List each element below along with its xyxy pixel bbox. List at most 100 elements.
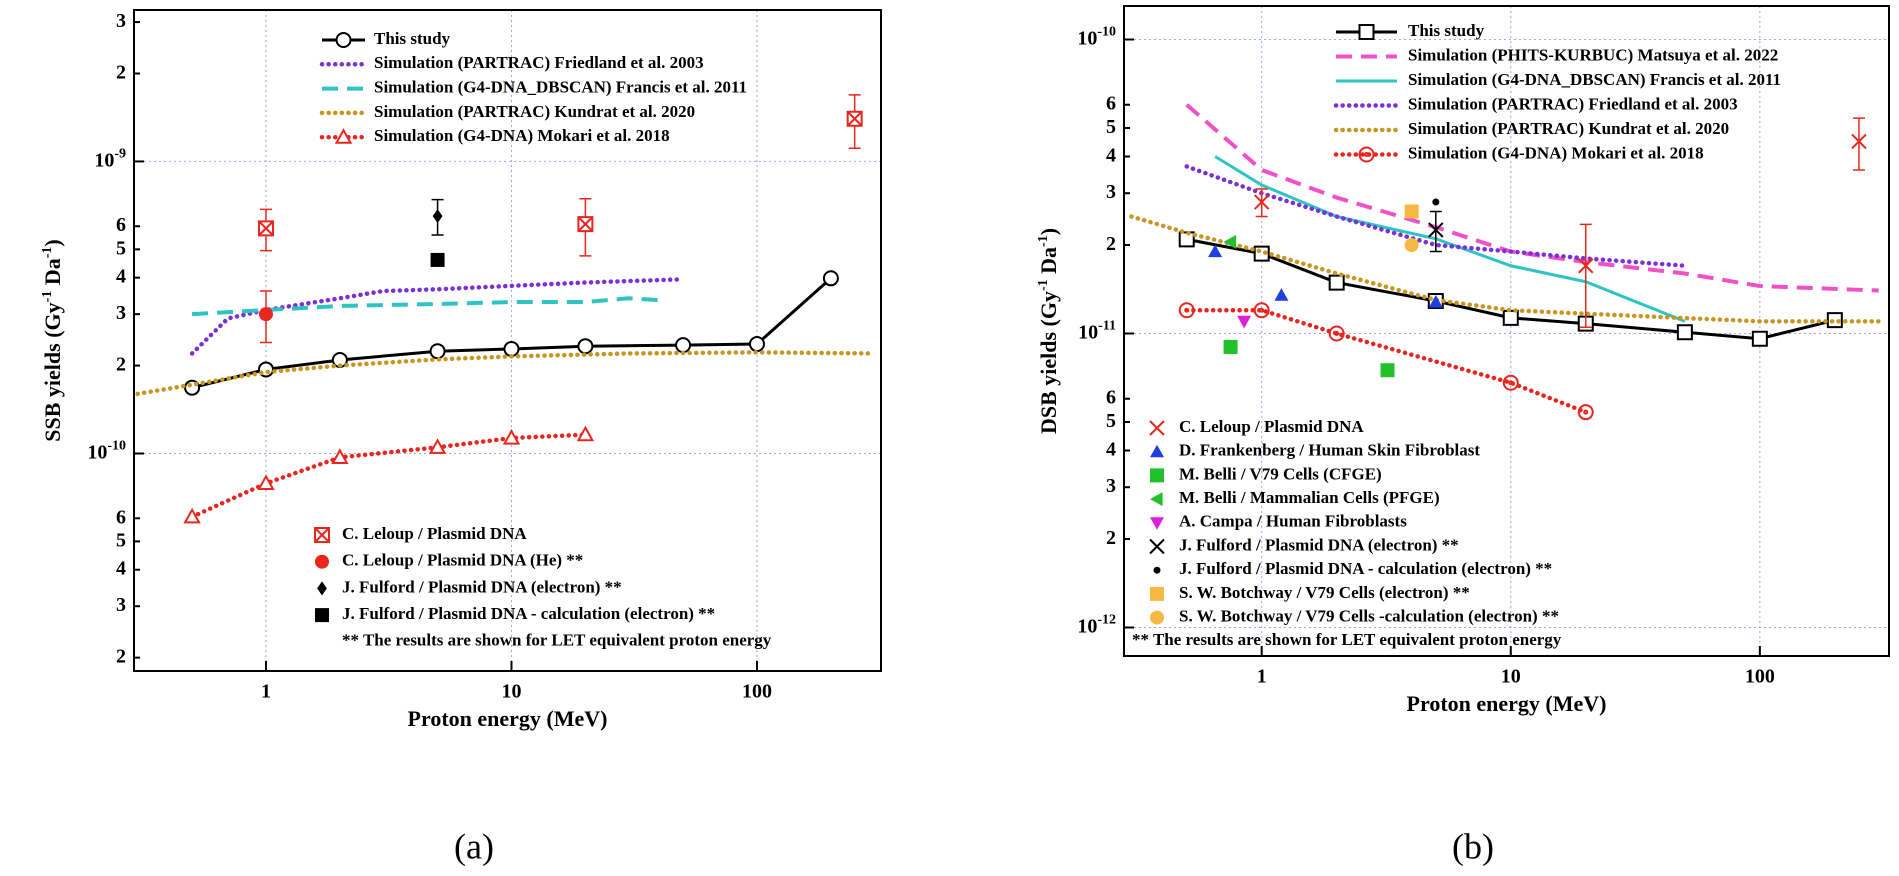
- legend-label: S. W. Botchway / V79 Cells -calculation …: [1179, 607, 1559, 626]
- series-line: [1129, 214, 1881, 324]
- tick-base: 3: [116, 10, 126, 32]
- legend-label: Simulation (G4-DNA) Mokari et al. 2018: [374, 126, 670, 145]
- marker: [1578, 258, 1594, 274]
- y-axis-label-part: Da: [1036, 247, 1061, 279]
- y-tick-label: 5: [1106, 116, 1116, 138]
- y-tick-label: 4: [1106, 438, 1116, 460]
- legend-label: Simulation (PARTRAC) Kundrat et al. 2020: [1408, 119, 1729, 138]
- marker: [1432, 198, 1440, 206]
- y-tick-label: 3: [116, 10, 126, 32]
- tick-base: 10: [1077, 27, 1097, 49]
- tick-base: 5: [1106, 116, 1116, 138]
- y-tick-label: 2: [116, 645, 126, 667]
- legend-label: This study: [374, 29, 451, 48]
- y-tick-label: 10-12: [1077, 612, 1116, 637]
- marker: [1502, 374, 1519, 391]
- y-axis-label-part: ): [40, 239, 65, 246]
- legend-marker: [1358, 146, 1375, 163]
- marker: [429, 343, 446, 360]
- y-tick-label: 5: [1106, 410, 1116, 432]
- marker: [675, 337, 692, 354]
- marker: [1274, 288, 1289, 301]
- marker: [1223, 234, 1237, 249]
- marker: [748, 336, 765, 353]
- marker: [430, 252, 445, 267]
- tick-base: 10: [1077, 615, 1097, 637]
- marker: [1404, 204, 1419, 219]
- annotation: ** The results are shown for LET equival…: [342, 631, 772, 650]
- marker: [1826, 312, 1843, 329]
- legend-marker: [334, 128, 353, 144]
- annotation: ** The results are shown for LET equival…: [1132, 630, 1562, 649]
- y-tick-label: 5: [116, 529, 126, 551]
- series-line: [189, 432, 588, 520]
- tick-exponent: -10: [1097, 24, 1116, 39]
- y-axis-label-part: -1: [40, 247, 55, 259]
- y-axis-label-part: -1: [1036, 235, 1051, 247]
- tick-base: 3: [1106, 475, 1116, 497]
- tick-base: 6: [116, 214, 126, 236]
- legend-marker: [315, 554, 329, 569]
- marker: [1502, 309, 1519, 326]
- legend-marker: [335, 32, 352, 48]
- marker: [1428, 222, 1444, 238]
- tick-exponent: -11: [1098, 318, 1116, 333]
- y-axis-label: DSB yields (Gy-1 Da-1): [1036, 228, 1061, 434]
- tick-base: 4: [1106, 144, 1116, 166]
- legend-marker: [315, 608, 329, 623]
- panel-caption: (b): [1452, 826, 1494, 866]
- tick-base: 10: [87, 441, 107, 463]
- tick-base: 10: [1078, 321, 1098, 343]
- marker: [503, 340, 520, 357]
- error-bar: [1429, 210, 1442, 253]
- tick-base: 6: [1106, 92, 1116, 114]
- y-axis-label-part: -1: [1036, 279, 1051, 291]
- tick-base: 3: [1106, 181, 1116, 203]
- legend-label: C. Leloup / Plasmid DNA: [1179, 417, 1364, 436]
- y-tick-label: 10-9: [94, 146, 126, 171]
- y-tick-label: 4: [1106, 144, 1116, 166]
- y-tick-label: 10-10: [1077, 24, 1116, 49]
- tick-base: 5: [116, 529, 126, 551]
- legend-marker: [1150, 610, 1164, 625]
- marker: [428, 438, 447, 454]
- legend-label: This study: [1408, 21, 1485, 40]
- marker: [1253, 194, 1270, 210]
- tick-base: 6: [1106, 386, 1116, 408]
- y-tick-label: 10-11: [1078, 318, 1116, 343]
- y-tick-label: 10-10: [87, 438, 126, 463]
- marker: [183, 507, 201, 524]
- marker: [577, 338, 594, 355]
- y-tick-label: 4: [116, 265, 126, 287]
- legend-marker: [1150, 492, 1163, 507]
- y-tick-label: 6: [1106, 386, 1116, 408]
- tick-base: 2: [1106, 527, 1116, 549]
- x-axis-label: Proton energy (MeV): [1407, 691, 1607, 716]
- tick-base: 4: [116, 557, 126, 579]
- legend-label: J. Fulford / Plasmid DNA - calculation (…: [342, 604, 715, 623]
- y-tick-label: 2: [116, 61, 126, 83]
- marker: [846, 110, 863, 127]
- marker: [502, 428, 521, 445]
- plot-frame: [133, 9, 882, 672]
- legend-label: M. Belli / V79 Cells (CFGE): [1179, 464, 1382, 483]
- legend-label: M. Belli / Mammalian Cells (PFGE): [1179, 488, 1440, 507]
- marker: [1328, 325, 1345, 342]
- legend-label: C. Leloup / Plasmid DNA (He) **: [342, 551, 583, 570]
- x-tick-label: 100: [1745, 666, 1775, 688]
- series-line: [135, 350, 877, 397]
- y-tick-label: 3: [1106, 181, 1116, 203]
- marker: [1428, 294, 1443, 308]
- marker: [1237, 315, 1252, 329]
- legend-marker: [1149, 538, 1165, 555]
- legend-label: Simulation (PARTRAC) Friedland et al. 20…: [1408, 94, 1738, 113]
- series-line: [1184, 307, 1588, 415]
- marker: [1223, 339, 1238, 354]
- marker: [1751, 330, 1768, 347]
- legend-label: Simulation (PARTRAC) Kundrat et al. 2020: [374, 102, 695, 121]
- y-axis-label-part: SSB yields (Gy: [40, 302, 65, 441]
- y-tick-label: 2: [1106, 527, 1116, 549]
- legend-label: J. Fulford / Plasmid DNA (electron) **: [1179, 535, 1459, 554]
- y-tick-label: 2: [1106, 233, 1116, 255]
